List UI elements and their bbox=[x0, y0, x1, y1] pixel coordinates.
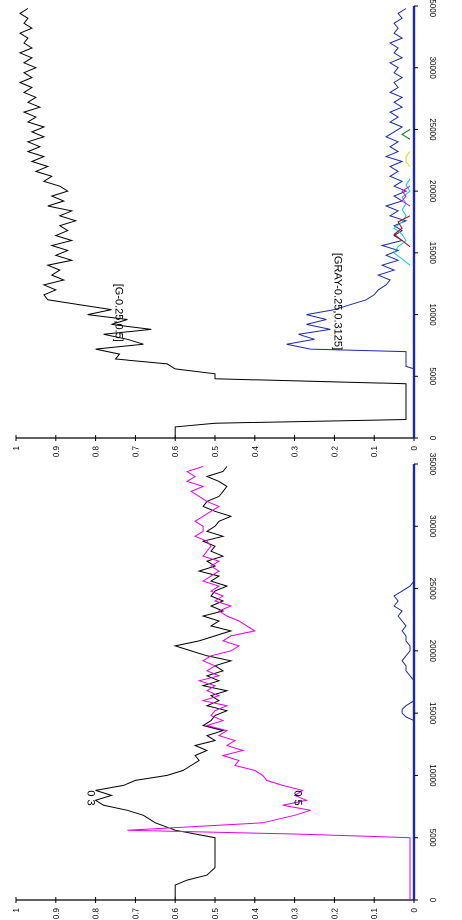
x-tick-label: 30000 bbox=[428, 515, 437, 538]
x-tick-label: 5000 bbox=[428, 367, 437, 385]
x-tick-label: 0 bbox=[428, 898, 437, 903]
series-line-6 bbox=[405, 151, 411, 167]
x-tick-label: 35000 bbox=[428, 453, 437, 476]
y-tick-label: 0.2 bbox=[330, 907, 339, 919]
y-tick-label: 0.3 bbox=[291, 445, 300, 457]
y-tick-label: 0.5 bbox=[211, 907, 220, 919]
chart-1: 0 0.1 0.2 0.3 0.4 0.5 0.6 0.7 0.8 0.9 1 0 5000 10000 1… bbox=[12, 453, 437, 919]
x-tick-label: 25000 bbox=[428, 577, 437, 600]
series-line-1 bbox=[94, 466, 233, 900]
y-tick-label: 0 bbox=[410, 445, 419, 450]
series-line-3 bbox=[393, 464, 415, 900]
y-tick-label: 0.6 bbox=[171, 445, 180, 457]
x-tick-label: 10000 bbox=[428, 764, 437, 787]
y-tick-label: 0.9 bbox=[52, 445, 61, 457]
x-tick-label: 0 bbox=[428, 436, 437, 441]
y-tick-label: 0.3 bbox=[291, 907, 300, 919]
y-tick-label: 0.2 bbox=[330, 445, 339, 457]
y-tick-label: 0.4 bbox=[251, 445, 260, 457]
series-line-3 bbox=[393, 178, 411, 266]
y-tick-label: 0.7 bbox=[131, 445, 140, 457]
x-tick-label: 20000 bbox=[428, 180, 437, 203]
y-tick-label: 0.9 bbox=[52, 907, 61, 919]
series-line-2 bbox=[286, 8, 415, 438]
y-tick-label: 0.8 bbox=[92, 907, 101, 919]
x-tick-label: 25000 bbox=[428, 118, 437, 141]
x-tick-label: 15000 bbox=[428, 702, 437, 725]
x-tick-label: 20000 bbox=[428, 640, 437, 663]
y-tick-label: 0.7 bbox=[131, 907, 140, 919]
annotation-1: [G-0.25,0.5] bbox=[113, 284, 125, 342]
y-tick-label: 0.1 bbox=[370, 445, 379, 457]
annotation-1: 0 3 bbox=[85, 790, 97, 805]
y-tick-label: 1 bbox=[12, 907, 21, 912]
x-tick-label: 5000 bbox=[428, 829, 437, 847]
y-tick-label: 0 bbox=[410, 907, 419, 912]
x-tick-label: 10000 bbox=[428, 303, 437, 326]
annotation-2: [GRAY-0.25,0.3125] bbox=[331, 253, 343, 350]
y-tick-label: 1 bbox=[12, 445, 21, 450]
x-tick-label: 35000 bbox=[428, 0, 437, 18]
x-tick-label: 15000 bbox=[428, 242, 437, 265]
chart-2: 0 0.1 0.2 0.3 0.4 0.5 0.6 0.7 0.8 0.9 1 0 5000 10000 1… bbox=[12, 0, 437, 457]
series-line-5 bbox=[401, 185, 411, 207]
series-line-4 bbox=[393, 215, 411, 248]
y-tick-label: 0.6 bbox=[171, 907, 180, 919]
series-line-1 bbox=[18, 8, 407, 438]
y-tick-label: 0.1 bbox=[370, 907, 379, 919]
y-tick-label: 0.8 bbox=[92, 445, 101, 457]
annotation-2: 0 5 bbox=[292, 790, 304, 805]
series-line-2 bbox=[127, 466, 411, 900]
series-line-7 bbox=[401, 128, 411, 140]
y-tick-label: 0.4 bbox=[251, 907, 260, 919]
y-tick-label: 0.5 bbox=[211, 445, 220, 457]
x-tick-label: 30000 bbox=[428, 57, 437, 80]
